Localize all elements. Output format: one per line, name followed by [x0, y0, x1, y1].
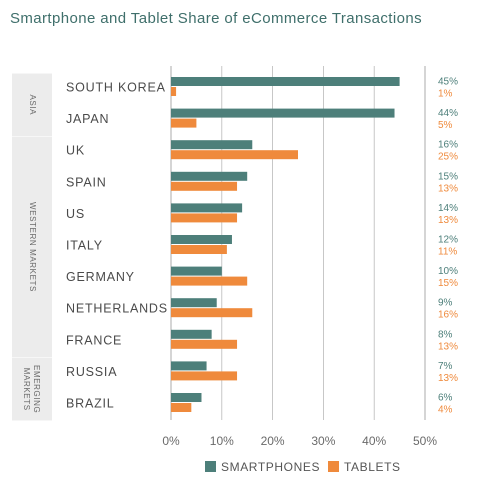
bar-tablets — [171, 371, 238, 381]
group-label-2: EMERGINGMARKETS — [22, 365, 41, 413]
gridlines — [170, 66, 426, 420]
bar-smartphones — [171, 171, 248, 181]
bar-smartphones — [171, 298, 217, 308]
value-label-smartphones: 15% — [438, 171, 458, 182]
country-label: GERMANY — [66, 270, 135, 284]
group-panel-2 — [12, 357, 52, 421]
group-panels: ASIA WESTERN MARKETS EMERGINGMARKETS — [12, 73, 52, 421]
value-label-tablets: 5% — [438, 120, 453, 131]
group-label-line: MARKETS — [22, 368, 31, 411]
bar-tablets — [171, 181, 238, 191]
country-label: NETHERLANDS — [66, 302, 168, 316]
bar-tablets — [171, 403, 192, 412]
bar-tablets — [171, 150, 298, 160]
bar-smartphones — [171, 329, 212, 339]
bar-smartphones — [171, 108, 395, 118]
country-label: US — [66, 207, 85, 221]
value-label-smartphones: 10% — [438, 266, 458, 277]
x-axis-ticks: 0% 10% 20% 30% 40% 50% — [162, 434, 437, 448]
value-labels: 45%1%44%5%16%25%15%13%14%13%12%11%10%15%… — [438, 77, 458, 416]
value-label-smartphones: 14% — [438, 203, 458, 214]
value-label-tablets: 1% — [438, 89, 453, 100]
value-label-smartphones: 7% — [438, 361, 453, 372]
x-tick-label: 30% — [311, 434, 335, 448]
legend-swatch-smartphones — [205, 461, 216, 472]
group-panel-0 — [12, 73, 52, 137]
value-label-tablets: 25% — [438, 152, 458, 163]
group-label-0: ASIA — [28, 94, 37, 115]
x-tick-label: 10% — [210, 434, 234, 448]
bar-smartphones — [171, 140, 253, 150]
chart-title: Smartphone and Tablet Share of eCommerce… — [10, 10, 422, 27]
bar-smartphones — [171, 361, 207, 371]
value-label-smartphones: 9% — [438, 298, 453, 309]
country-label: BRAZIL — [66, 397, 115, 411]
bar-smartphones — [171, 203, 243, 213]
value-label-smartphones: 8% — [438, 329, 453, 340]
country-label: UK — [66, 144, 85, 158]
country-label: SPAIN — [66, 175, 107, 189]
x-tick-label: 40% — [362, 434, 386, 448]
bar-tablets — [171, 339, 238, 349]
value-label-tablets: 13% — [438, 373, 458, 384]
value-label-smartphones: 45% — [438, 77, 458, 88]
group-label-line: EMERGING — [32, 365, 41, 413]
country-label: ITALY — [66, 239, 103, 253]
group-panel-1 — [12, 136, 52, 358]
bar-smartphones — [171, 266, 222, 276]
legend-swatch-tablets — [328, 461, 339, 472]
bar-tablets — [171, 276, 248, 286]
legend-label-tablets: TABLETS — [344, 460, 401, 474]
value-label-tablets: 4% — [438, 405, 453, 416]
value-label-tablets: 16% — [438, 310, 458, 321]
legend-label-smartphones: SMARTPHONES — [221, 460, 320, 474]
x-tick-label: 0% — [162, 434, 180, 448]
x-tick-label: 50% — [413, 434, 437, 448]
legend: SMARTPHONES TABLETS — [205, 460, 401, 474]
bar-tablets — [171, 308, 253, 318]
bar-smartphones — [171, 393, 202, 402]
x-tick-label: 20% — [261, 434, 285, 448]
value-label-tablets: 11% — [438, 247, 457, 258]
value-label-smartphones: 16% — [438, 140, 458, 151]
bar-smartphones — [171, 235, 232, 244]
country-label: RUSSIA — [66, 365, 117, 379]
country-labels: SOUTH KOREA JAPAN UK SPAIN US ITALY GERMANY NET… — [66, 81, 168, 411]
value-label-tablets: 13% — [438, 183, 458, 194]
value-label-tablets: 13% — [438, 341, 458, 352]
bar-smartphones — [171, 77, 400, 86]
bar-tablets — [171, 118, 197, 128]
bar-tablets — [171, 87, 177, 96]
value-label-smartphones: 44% — [438, 108, 458, 119]
bars — [171, 77, 400, 412]
country-label: JAPAN — [66, 112, 109, 126]
value-label-smartphones: 12% — [438, 235, 458, 246]
value-label-tablets: 15% — [438, 278, 458, 289]
bar-tablets — [171, 213, 238, 223]
country-label: SOUTH KOREA — [66, 81, 166, 95]
country-label: FRANCE — [66, 333, 122, 347]
bar-tablets — [171, 245, 227, 254]
group-label-1: WESTERN MARKETS — [28, 202, 37, 292]
value-label-tablets: 13% — [438, 215, 458, 226]
value-label-smartphones: 6% — [438, 393, 453, 404]
